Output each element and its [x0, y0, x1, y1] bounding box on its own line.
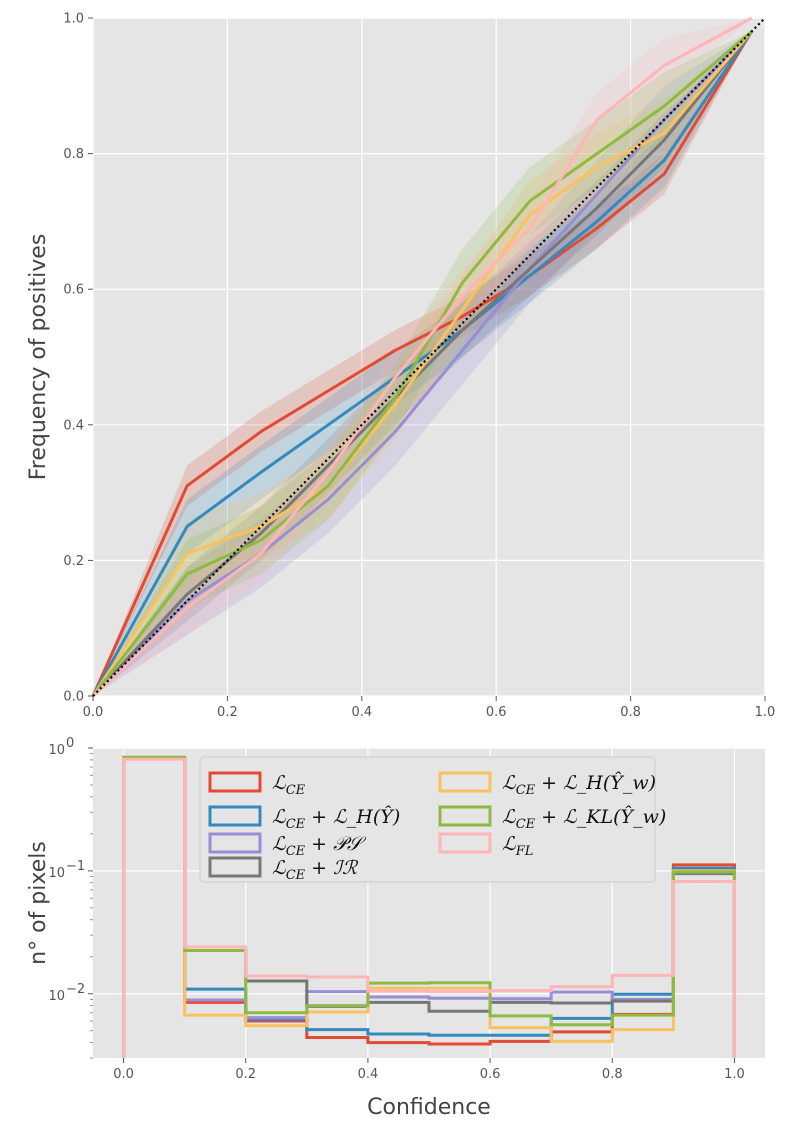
histogram-x-axis-label: Confidence — [367, 1095, 491, 1120]
reliability-y-tick-label: 1.0 — [63, 12, 84, 27]
histogram-x-tick-label: 0.0 — [113, 1067, 134, 1082]
histogram-y-tick-label: 10 — [48, 866, 65, 881]
histogram-y-tick-base: 10 — [48, 743, 65, 758]
legend-label-symbol: ℒ — [272, 833, 287, 855]
reliability-y-tick-label: 0.4 — [63, 418, 84, 433]
histogram-x-ticks: 0.0 0.2 0.4 0.6 0.8 1.0 — [113, 1058, 745, 1082]
legend-frame — [199, 756, 656, 883]
reliability-y-axis-label: Frequency of positives — [26, 234, 51, 481]
legend-swatch — [438, 771, 492, 793]
reliability-y-ticks: 0.0 0.2 0.4 0.6 0.8 1.0 — [63, 12, 93, 705]
reliability-y-tick-label: 0.2 — [63, 554, 84, 569]
legend-swatch — [208, 771, 262, 793]
legend-label-symbol: ℒ — [502, 772, 517, 794]
reliability-y-tick-label: 0.6 — [63, 283, 84, 298]
band-l-ce-l-kl-w — [93, 31, 752, 697]
histogram-x-tick-label: 0.8 — [602, 1067, 623, 1082]
legend-swatch — [438, 805, 492, 827]
line-l-ce-l-h-w — [91, 30, 753, 697]
legend-label-symbol: ℒ — [272, 806, 287, 828]
legend-label: ℒCE + 𝒫𝒮 — [272, 833, 367, 859]
hist-l-fl — [122, 757, 736, 1058]
legend-label-subscript: FL — [515, 844, 534, 859]
legend-label-rest: + ℐℛ — [305, 857, 359, 879]
line-l-ce-l-kl-w — [91, 30, 753, 697]
reliability-y-tick-label: 0.0 — [63, 690, 84, 705]
histogram-y-tick-label: 10 — [48, 989, 65, 1004]
legend-label-subscript: CE — [286, 868, 306, 883]
histogram-x-tick-label: 0.4 — [358, 1067, 379, 1082]
reliability-panel: 0.0 0.2 0.4 0.6 0.8 1.0 0.0 0.2 0.4 0.6 0.8 1.0 Fr… — [26, 12, 775, 721]
legend-swatch — [208, 856, 262, 878]
histogram-y-tick-label: 10 — [48, 743, 65, 758]
legend-swatch — [208, 805, 262, 827]
legend-label: ℒCE + ℒ_H(Ŷ_w) — [502, 771, 656, 798]
band-l-ce-l-h — [93, 31, 752, 697]
legend-label: ℒFL — [502, 833, 533, 859]
histogram-y-tick-base: 10 — [48, 989, 65, 1004]
histogram-y-tick-exponent: 0 — [66, 736, 74, 751]
reliability-x-tick-label: 0.8 — [620, 705, 641, 720]
legend-swatch — [438, 832, 492, 854]
legend-label: ℒCE + ℐℛ — [272, 857, 359, 883]
reliability-grid — [92, 17, 766, 697]
legend-label-rest: + ℒ_H(Ŷ) — [305, 805, 400, 828]
legend-label: ℒCE — [272, 772, 306, 798]
histogram-series-steps — [122, 755, 736, 1058]
hist-l-ce-l-h-w — [122, 757, 736, 1058]
reliability-reference-line — [92, 17, 766, 697]
histogram-y-tick-exponent: −1 — [66, 859, 85, 874]
hist-l-ce-l-h — [122, 757, 736, 1058]
legend-label-subscript: CE — [516, 817, 536, 832]
legend-label-rest: + ℒ_H(Ŷ_w) — [535, 771, 656, 794]
line-l-ce-ps — [91, 30, 753, 698]
histogram-y-axis-label: n° of pixels — [26, 841, 51, 965]
histogram-x-tick-label: 1.0 — [724, 1067, 745, 1082]
legend-label-symbol: ℒ — [502, 833, 517, 855]
legend-label-symbol: ℒ — [272, 772, 287, 794]
reliability-x-tick-label: 0.4 — [351, 705, 372, 720]
reliability-x-tick-label: 0.6 — [486, 705, 507, 720]
legend-label: ℒCE + ℒ_KL(Ŷ_w) — [502, 805, 666, 832]
legend-label-subscript: CE — [286, 844, 306, 859]
line-l-ce — [91, 30, 753, 697]
reliability-x-tick-label: 1.0 — [755, 705, 776, 720]
legend-label-rest: + 𝒫𝒮 — [305, 833, 367, 855]
legend-label-subscript: CE — [286, 783, 306, 798]
line-l-ce-l-h — [91, 30, 753, 697]
perfect-calibration-line — [92, 17, 766, 697]
reliability-x-tick-label: 0.0 — [83, 705, 104, 720]
legend-swatch — [208, 832, 262, 854]
histogram-x-tick-label: 0.6 — [480, 1067, 501, 1082]
reliability-y-tick-label: 0.8 — [63, 147, 84, 162]
reliability-x-tick-label: 0.2 — [217, 705, 238, 720]
hist-l-ce-l-kl-w — [122, 755, 736, 1058]
reliability-x-ticks: 0.0 0.2 0.4 0.6 0.8 1.0 — [83, 696, 776, 720]
histogram-y-tick-exponent: −2 — [66, 982, 85, 997]
hist-l-ce-ps — [122, 757, 736, 1058]
line-l-fl — [91, 16, 753, 698]
histogram-y-tick-base: 10 — [48, 866, 65, 881]
legend-label-symbol: ℒ — [272, 857, 287, 879]
reliability-series-lines — [91, 16, 753, 698]
legend-label: ℒCE + ℒ_H(Ŷ) — [272, 805, 400, 832]
legend-label-rest: + ℒ_KL(Ŷ_w) — [535, 805, 666, 828]
legend-label-symbol: ℒ — [502, 806, 517, 828]
histogram-x-tick-label: 0.2 — [235, 1067, 256, 1082]
legend-label-subscript: CE — [286, 817, 306, 832]
legend-label-subscript: CE — [516, 783, 536, 798]
